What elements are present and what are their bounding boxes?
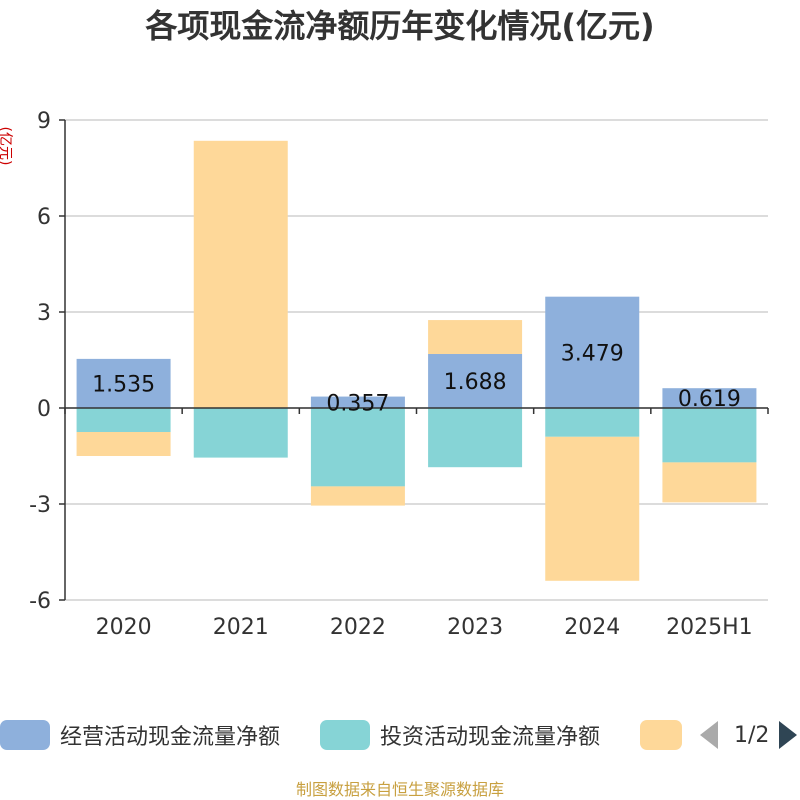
bar-2-2022 — [310, 486, 405, 506]
bar-2-2024 — [545, 436, 640, 581]
legend-item-operating[interactable]: 经营活动现金流量净额 — [0, 718, 280, 752]
x-tick-label: 2025H1 — [666, 615, 753, 640]
y-tick-label: 9 — [37, 109, 51, 134]
data-source-note: 制图数据来自恒生聚源数据库 — [295, 780, 504, 799]
bar-1-2023 — [428, 408, 523, 468]
y-tick-label: 0 — [37, 397, 51, 422]
legend-page-indicator: 1/2 — [734, 722, 770, 748]
x-tick-label: 2022 — [330, 615, 386, 640]
y-tick-label: -3 — [29, 493, 51, 518]
legend-label-operating: 经营活动现金流量净额 — [60, 725, 281, 750]
bar-0-2022 — [310, 396, 405, 408]
bar-0-2025H1 — [662, 388, 757, 408]
data-label: 3.479 — [561, 341, 624, 366]
bar-0-2023 — [428, 353, 523, 408]
bar-1-2022 — [310, 408, 405, 487]
bar-2-2023 — [428, 320, 523, 354]
data-label: 0.619 — [678, 387, 741, 412]
y-tick-label: -6 — [29, 589, 51, 614]
x-tick-label: 2021 — [213, 615, 269, 640]
next-page-icon[interactable] — [779, 721, 798, 749]
bar-2-2021 — [193, 140, 288, 409]
legend: 经营活动现金流量净额 投资活动现金流量净额 — [0, 718, 800, 752]
bar-1-2021 — [193, 408, 288, 458]
data-label: 1.535 — [92, 372, 155, 397]
bar-0-2020 — [76, 358, 171, 408]
legend-swatch-investing — [320, 720, 370, 750]
bar-2-2020 — [76, 432, 171, 456]
bar-1-2020 — [76, 408, 171, 432]
legend-swatch-operating — [0, 720, 50, 750]
x-tick-label: 2023 — [447, 615, 503, 640]
x-tick-label: 2024 — [564, 615, 620, 640]
y-tick-label: 3 — [37, 301, 51, 326]
legend-pager: 1/2 — [700, 718, 798, 752]
legend-item-financing[interactable] — [640, 718, 682, 752]
bar-chart: -6 -3 0 3 6 9 2020 2021 2022 2023 2024 2025H1 1.535 0… — [29, 109, 769, 640]
bar-1-2024 — [545, 408, 640, 437]
legend-label-investing: 投资活动现金流量净额 — [380, 725, 601, 750]
bar-1-2025H1 — [662, 408, 757, 463]
data-label: 0.357 — [326, 391, 389, 416]
bar-0-2024 — [545, 296, 640, 408]
chart-title: 各项现金流净额历年变化情况(亿元) — [145, 7, 655, 45]
bar-2-2025H1 — [662, 462, 757, 503]
x-tick-label: 2020 — [96, 615, 152, 640]
legend-swatch-financing — [640, 720, 682, 750]
y-tick-label: 6 — [37, 205, 51, 230]
legend-item-investing[interactable]: 投资活动现金流量净额 — [320, 718, 600, 752]
data-label: 1.688 — [444, 370, 507, 395]
previous-page-icon[interactable] — [700, 721, 718, 749]
